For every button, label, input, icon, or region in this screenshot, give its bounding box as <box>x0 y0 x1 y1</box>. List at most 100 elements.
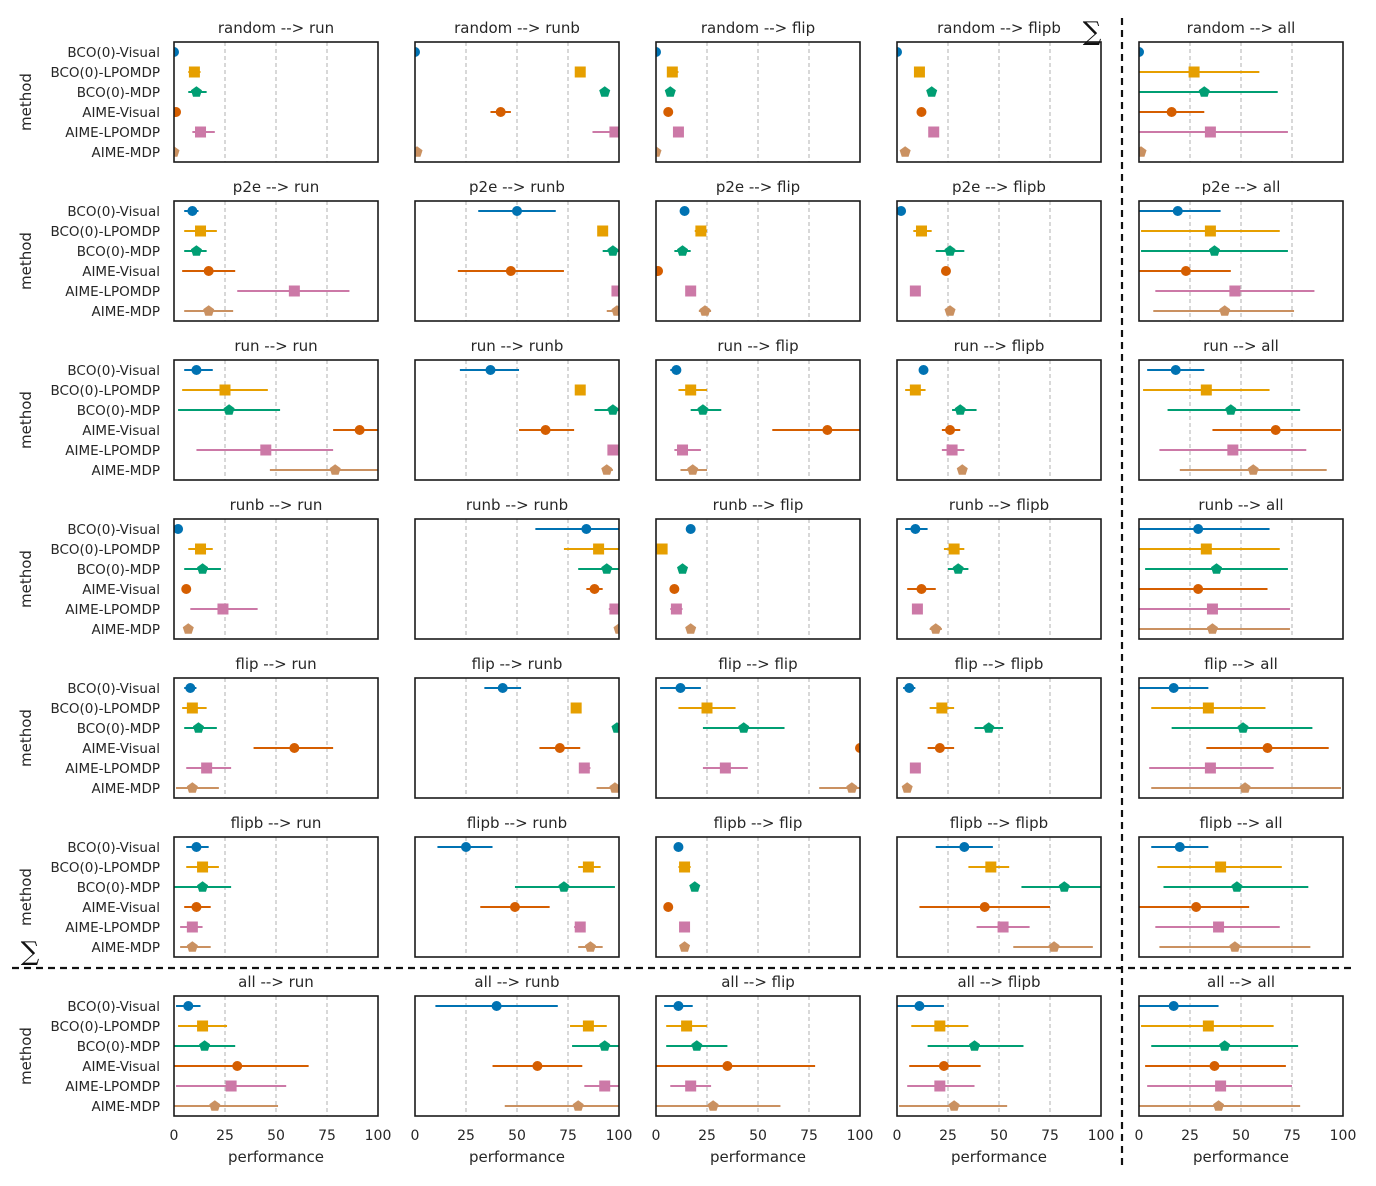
panel-flipb-to-flipb: flipb --> flipb <box>896 814 1102 958</box>
point-bco0-mdp <box>190 86 202 97</box>
panel-title: p2e --> runb <box>469 178 565 196</box>
point-aime-lpomdp <box>679 921 691 933</box>
point-bco0-mdp <box>607 245 619 256</box>
point-aime-visual <box>509 902 520 912</box>
point-aime-mdp <box>944 305 956 316</box>
point-aime-lpomdp <box>599 1080 611 1092</box>
point-aime-visual <box>540 425 551 435</box>
y-tick-label: AIME-MDP <box>92 940 160 956</box>
panel-frame <box>655 41 861 163</box>
x-tick-label: 75 <box>318 1128 336 1144</box>
point-aime-visual <box>722 1061 733 1071</box>
point-bco0-mdp <box>697 404 709 415</box>
point-aime-lpomdp <box>260 444 272 456</box>
point-bco0-mdp <box>599 86 611 97</box>
y-axis-label: method <box>17 391 35 449</box>
point-bco0-mdp <box>558 881 570 892</box>
point-bco0-visual <box>174 47 179 57</box>
panel-title: random --> flip <box>701 19 815 37</box>
point-aime-mdp <box>182 623 194 634</box>
point-bco0-lpomdp <box>574 384 586 396</box>
point-aime-visual <box>505 266 516 276</box>
point-aime-visual <box>855 743 860 753</box>
point-bco0-visual <box>1168 683 1179 693</box>
panel-title: run --> all <box>1203 337 1279 355</box>
panel-frame <box>1138 41 1344 163</box>
panel-frame <box>1138 677 1344 799</box>
point-bco0-lpomdp <box>195 543 207 555</box>
point-aime-mdp <box>685 623 697 634</box>
point-aime-mdp <box>930 623 942 634</box>
panel-marks <box>435 1001 619 1111</box>
panel-title: run --> flip <box>717 337 798 355</box>
point-bco0-visual <box>415 47 420 57</box>
x-tick-label: 100 <box>1330 1128 1357 1144</box>
point-bco0-mdp <box>190 245 202 256</box>
panel-frame <box>414 677 620 799</box>
point-aime-mdp <box>1219 305 1231 316</box>
point-bco0-lpomdp <box>913 66 925 78</box>
panel-title: random --> runb <box>454 19 580 37</box>
panel-marks <box>459 365 619 475</box>
point-aime-lpomdp <box>1213 921 1225 933</box>
point-aime-mdp <box>1139 146 1147 157</box>
point-aime-visual <box>940 266 951 276</box>
panel-frame <box>173 359 379 481</box>
point-aime-mdp <box>601 464 613 475</box>
point-aime-lpomdp <box>1215 1080 1227 1092</box>
point-aime-visual <box>669 584 680 594</box>
point-aime-mdp <box>679 941 691 952</box>
point-aime-mdp <box>656 146 662 157</box>
x-tick-label: 25 <box>457 1128 475 1144</box>
x-tick-label: 25 <box>939 1128 957 1144</box>
point-aime-visual <box>1180 266 1191 276</box>
point-bco0-lpomdp <box>1200 384 1212 396</box>
panel-run-to-runb: run --> runb <box>414 337 620 481</box>
y-tick-label: BCO(0)-Visual <box>67 522 160 538</box>
point-bco0-mdp <box>199 1040 211 1051</box>
panel-title: random --> flipb <box>937 19 1061 37</box>
point-aime-lpomdp <box>288 285 300 297</box>
panel-marks <box>1139 524 1290 634</box>
point-bco0-visual <box>656 47 661 57</box>
point-bco0-visual <box>673 842 684 852</box>
y-tick-label: BCO(0)-LPOMDP <box>50 383 160 399</box>
point-aime-mdp <box>572 1100 584 1111</box>
point-bco0-mdp <box>1058 881 1070 892</box>
panel-marks <box>1139 842 1311 952</box>
point-aime-visual <box>945 425 956 435</box>
point-bco0-visual <box>512 206 522 216</box>
point-aime-lpomdp <box>909 762 921 774</box>
panel-run-to-flip: run --> flip <box>655 337 861 481</box>
panel-flip-to-flipb: flip --> flipb <box>896 655 1102 799</box>
point-aime-visual <box>916 107 927 117</box>
y-tick-label: BCO(0)-MDP <box>77 562 160 578</box>
point-aime-mdp <box>1206 623 1218 634</box>
point-bco0-mdp <box>197 881 209 892</box>
y-tick-label: AIME-MDP <box>92 463 160 479</box>
y-tick-label: AIME-LPOMDP <box>65 761 160 777</box>
panel-marks <box>182 206 350 316</box>
point-aime-lpomdp <box>946 444 958 456</box>
point-aime-visual <box>354 425 365 435</box>
point-aime-lpomdp <box>1229 285 1241 297</box>
point-bco0-lpomdp <box>570 702 582 714</box>
x-tick-label: 75 <box>1283 1128 1301 1144</box>
point-aime-lpomdp <box>934 1080 946 1092</box>
point-bco0-visual <box>174 524 184 534</box>
panel-random-to-all: random --> all <box>1138 19 1344 163</box>
panel-marks <box>919 842 1101 952</box>
y-tick-label: AIME-Visual <box>82 105 160 121</box>
panel-frame <box>1138 518 1344 640</box>
panel-title: p2e --> flip <box>716 178 800 196</box>
point-aime-mdp <box>699 305 711 316</box>
panel-p2e-to-run: p2e --> run BCO(0)-Visual BCO(0)-LPOMDP BCO… <box>17 178 379 322</box>
point-bco0-mdp <box>952 563 964 574</box>
point-bco0-lpomdp <box>685 384 697 396</box>
panel-title: runb --> runb <box>466 496 568 514</box>
point-aime-lpomdp <box>607 444 619 456</box>
y-tick-label: BCO(0)-Visual <box>67 45 160 61</box>
point-bco0-mdp <box>954 404 966 415</box>
point-bco0-mdp <box>1198 86 1210 97</box>
point-bco0-visual <box>910 524 921 534</box>
